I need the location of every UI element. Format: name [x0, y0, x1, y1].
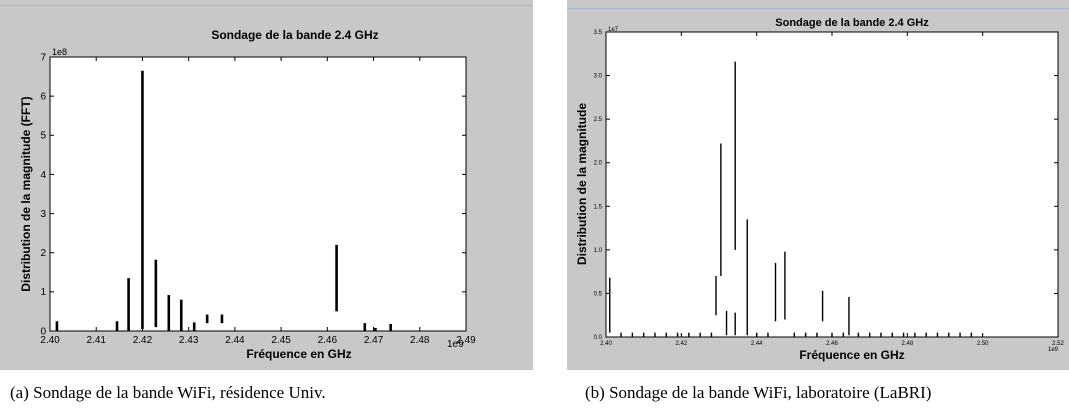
y-tick-label: 3.0 [594, 74, 603, 80]
y-tick-label: 0 [40, 326, 46, 337]
y-tick-label: 3.5 [594, 30, 603, 36]
y-tick-label: 0.5 [594, 291, 603, 297]
y-tick-label: 6 [40, 91, 46, 102]
x-tick-label: 2.48 [901, 341, 913, 347]
y-exponent-label: 1e8 [52, 47, 67, 57]
y-tick-label: 2.0 [594, 161, 603, 167]
x-tick-label: 2.41 [86, 335, 106, 346]
y-tick-label: 1 [40, 287, 46, 298]
y-axis-label: Distribution de la magnitude [575, 103, 589, 265]
plot-area [49, 56, 467, 332]
x-axis-label: Fréquence en GHz [246, 347, 351, 361]
x-tick-label: 2.43 [179, 335, 199, 346]
y-tick-label: 4 [40, 170, 46, 181]
x-exponent-label: 1e9 [447, 339, 464, 350]
figure-border-top [0, 5, 533, 6]
x-tick-label: 2.47 [364, 335, 384, 346]
x-axis-label: Fréquence en GHz [799, 348, 904, 362]
chart-panel-labri: Sondage de la bande 2.4 GHz Fréquence en… [567, 0, 1069, 370]
x-tick-label: 2.52 [1052, 341, 1064, 347]
y-exponent-label: 1e7 [608, 27, 619, 33]
x-tick-label: 2.46 [826, 341, 838, 347]
y-tick-label: 1.5 [594, 204, 603, 210]
x-tick-label: 2.42 [133, 335, 153, 346]
x-tick-label: 2.40 [600, 341, 612, 347]
chart-title: Sondage de la bande 2.4 GHz [775, 17, 929, 29]
y-tick-label: 5 [40, 131, 46, 142]
x-tick-label: 2.40 [40, 335, 60, 346]
y-tick-label: 7 [40, 52, 46, 63]
x-tick-label: 2.44 [751, 341, 763, 347]
x-tick-label: 2.49 [456, 335, 476, 346]
y-tick-label: 2.5 [594, 117, 603, 123]
x-tick-label: 2.44 [225, 335, 245, 346]
x-exponent-label: 1e9 [1048, 347, 1059, 353]
chart-title: Sondage de la bande 2.4 GHz [211, 28, 378, 42]
chart-labri: Sondage de la bande 2.4 GHz Fréquence en… [567, 0, 1069, 370]
x-tick-label: 2.45 [271, 335, 291, 346]
x-tick-label: 2.50 [977, 341, 989, 347]
x-tick-label: 2.46 [318, 335, 338, 346]
y-tick-label: 2 [40, 248, 46, 259]
chart-residence: Sondage de la bande 2.4 GHz Fréquence en… [0, 0, 533, 370]
caption-labri: (b) Sondage de la bande WiFi, laboratoir… [585, 383, 932, 402]
caption-residence: (a) Sondage de la bande WiFi, résidence … [10, 383, 326, 402]
plot-area [605, 31, 1059, 338]
y-tick-label: 0.0 [594, 335, 603, 341]
y-tick-label: 1.0 [594, 248, 603, 254]
figure-border-top [567, 8, 1069, 9]
y-axis-label: Distribution de la magnitude (FFT) [19, 96, 33, 291]
x-tick-label: 2.48 [410, 335, 430, 346]
chart-panel-residence: Sondage de la bande 2.4 GHz Fréquence en… [0, 0, 533, 370]
x-tick-label: 2.42 [675, 341, 687, 347]
y-tick-label: 3 [40, 209, 46, 220]
